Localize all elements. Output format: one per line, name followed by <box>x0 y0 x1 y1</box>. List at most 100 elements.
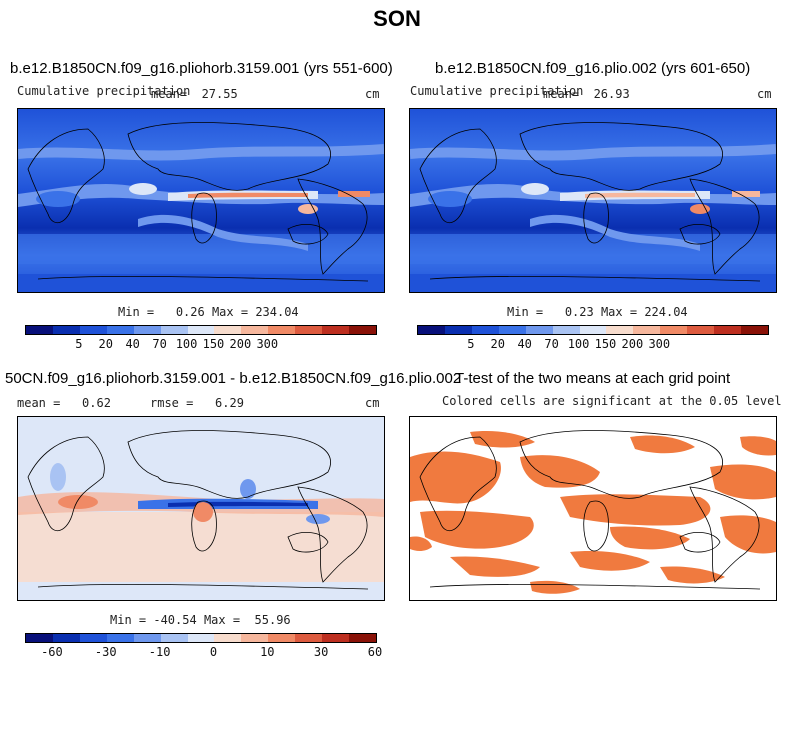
panel2-colorbar <box>417 325 769 335</box>
panel3-rmse: rmse = 6.29 <box>150 396 244 410</box>
panel3-colorbar-box <box>160 634 188 642</box>
panel2-colorbar-tick: 20 <box>490 337 505 351</box>
panel1-min-value: 0.26 <box>175 305 205 319</box>
panel4-title: T-test of the two means at each grid poi… <box>455 370 731 387</box>
panel2-colorbar-tick: 150 <box>594 337 617 351</box>
panel2-colorbar-tick: 70 <box>544 337 559 351</box>
panel2-min-label: Min = <box>507 305 544 319</box>
panel2-map <box>409 108 777 293</box>
panel3-colorbar-box <box>106 634 134 642</box>
panel4-map <box>409 416 777 601</box>
panel3-colorbar-box <box>26 634 53 642</box>
panel3-rmse-label: rmse = <box>150 396 194 410</box>
panel1-colorbar-box <box>52 326 80 334</box>
panel2-minmax: Min = 0.23 Max = 224.04 <box>507 305 688 319</box>
panel3-minmax: Min = -40.54 Max = 55.96 <box>110 613 291 627</box>
panel2-colorbar-box <box>687 326 715 334</box>
panel2-colorbar-tick: 100 <box>567 337 590 351</box>
panel1-colorbar-tick: 100 <box>175 337 198 351</box>
panel3-rmse-value: 6.29 <box>215 396 244 410</box>
panel1-colorbar-tick: 5 <box>75 337 83 351</box>
panel3-colorbar-box <box>322 634 350 642</box>
panel1-colorbar-tick: 300 <box>256 337 279 351</box>
panel2-colorbar-box <box>660 326 688 334</box>
panel1-colorbar-box <box>214 326 242 334</box>
panel2-colorbar-tick: 40 <box>517 337 532 351</box>
panel2-title: b.e12.B1850CN.f09_g16.plio.002 (yrs 601-… <box>435 60 751 77</box>
panel2-units: cm <box>757 87 772 101</box>
panel1-colorbar-box <box>295 326 323 334</box>
panel2-colorbar-tick: 5 <box>467 337 475 351</box>
panel2-mean-label: mean= <box>543 87 580 101</box>
panel3-colorbar-box <box>241 634 269 642</box>
figure-title: SON <box>373 6 421 31</box>
panel3-field <box>18 417 384 600</box>
panel3-max-label: Max = <box>203 613 241 627</box>
panel3-min-label: Min = <box>110 613 147 627</box>
panel2-min-value: 0.23 <box>564 305 594 319</box>
panel2-colorbar-box <box>498 326 526 334</box>
panel3-colorbar-box <box>295 634 323 642</box>
panel2-variable: Cumulative precipitation <box>410 84 584 98</box>
panel3-units: cm <box>365 396 380 410</box>
panel2-colorbar-box <box>714 326 742 334</box>
panel3-colorbar-box <box>214 634 242 642</box>
panel3-colorbar-box <box>349 634 376 642</box>
panel3-title: 50CN.f09_g16.pliohorb.3159.001 - b.e12.B… <box>5 370 462 387</box>
panel1-units: cm <box>365 87 380 101</box>
panel1-mean-label: mean= <box>151 87 188 101</box>
panel3-colorbar <box>25 633 377 643</box>
panel3-colorbar-box <box>133 634 161 642</box>
panel1-mean: mean= 27.55 <box>151 87 238 101</box>
panel2-max-value: 224.04 <box>644 305 688 319</box>
panel1-mean-value: 27.55 <box>201 87 238 101</box>
panel2-colorbar-box <box>552 326 580 334</box>
panel1-max-label: Max = <box>211 305 249 319</box>
panel1-colorbar-tick: 200 <box>229 337 252 351</box>
panel2-colorbar-box <box>741 326 768 334</box>
panel3-colorbar-box <box>268 634 296 642</box>
panel1-colorbar-box <box>268 326 296 334</box>
panel1-colorbar-box <box>26 326 53 334</box>
panel3-mean-value: 0.62 <box>82 396 111 410</box>
panel1-colorbar-box <box>79 326 107 334</box>
panel3-colorbar-tick: -30 <box>94 645 117 659</box>
panel2-colorbar-box <box>525 326 553 334</box>
panel3-mean-label: mean = <box>17 396 61 410</box>
panel1-colorbar-tick: 150 <box>202 337 225 351</box>
panel1-minmax: Min = 0.26 Max = 234.04 <box>118 305 299 319</box>
panel1-colorbar-box <box>241 326 269 334</box>
panel1-colorbar-box <box>322 326 350 334</box>
panel2-colorbar-box <box>633 326 661 334</box>
panel4-field <box>410 430 776 594</box>
panel3-max-value: 55.96 <box>254 613 291 627</box>
panel1-colorbar-box <box>349 326 376 334</box>
panel3-colorbar-tick: -60 <box>41 645 63 659</box>
panel2-colorbar-box <box>418 326 445 334</box>
panel1-colorbar-tick: 70 <box>152 337 167 351</box>
panel1-colorbar-box <box>187 326 215 334</box>
panel2-colorbar-box <box>579 326 607 334</box>
panel3-map <box>17 416 385 601</box>
panel1-field <box>18 109 384 292</box>
panel1-map <box>17 108 385 293</box>
panel3-colorbar-tick: 0 <box>209 645 218 659</box>
panel3-colorbar-tick: -10 <box>148 645 171 659</box>
panel1-colorbar <box>25 325 377 335</box>
panel3-min-value: -40.54 <box>153 613 197 627</box>
panel1-colorbar-box <box>106 326 134 334</box>
panel1-max-value: 234.04 <box>255 305 299 319</box>
panel1-colorbar-box <box>160 326 188 334</box>
panel2-field <box>410 109 776 292</box>
panel3-mean: mean = 0.62 <box>17 396 111 410</box>
panel1-variable: Cumulative precipitation <box>17 84 191 98</box>
panel1-title: b.e12.B1850CN.f09_g16.pliohorb.3159.001 … <box>10 60 393 77</box>
panel3-colorbar-tick: 30 <box>313 645 329 659</box>
panel2-colorbar-box <box>471 326 499 334</box>
panel3-colorbar-tick: 10 <box>260 645 275 659</box>
panel2-mean-value: 26.93 <box>593 87 630 101</box>
panel2-colorbar-box <box>606 326 634 334</box>
panel3-colorbar-box <box>79 634 107 642</box>
panel1-colorbar-tick: 40 <box>125 337 140 351</box>
panel1-colorbar-box <box>133 326 161 334</box>
